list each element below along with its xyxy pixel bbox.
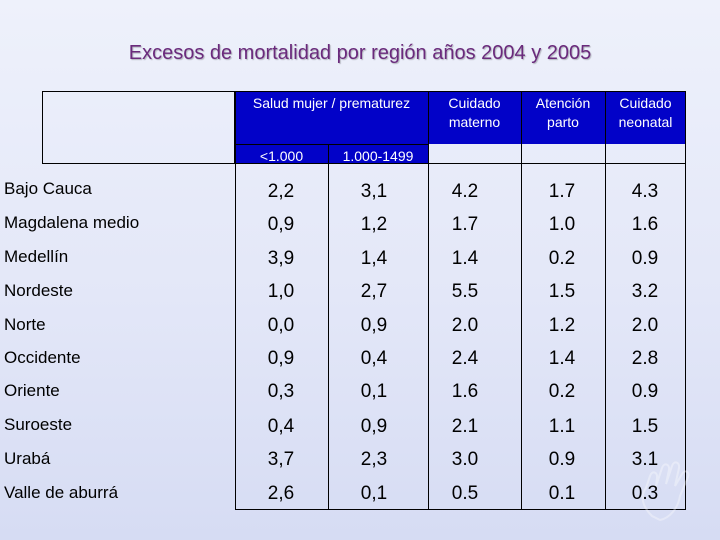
value-cell: 1,2 [360,214,388,235]
value-cell: 3,1 [360,181,388,202]
value-cell: 2.0 [451,315,479,336]
value-cell: 2.0 [631,315,659,336]
value-cell: 0,4 [267,416,295,437]
header-salud: Salud mujer / prematurez [252,95,411,111]
value-cell: 2,7 [360,281,388,302]
value-cell: 2.8 [631,348,659,369]
value-cell: 0,0 [267,315,295,336]
region-label: Bajo Cauca [4,179,92,198]
value-cell: 0.9 [631,248,659,269]
header-band [235,91,686,144]
value-cell: 5.5 [451,281,479,302]
value-cell: 0,3 [267,381,295,402]
value-cell: 3.0 [451,449,479,470]
value-cell: 0.9 [631,381,659,402]
value-cell: 0.5 [451,483,479,504]
value-cell: 0.3 [631,483,659,504]
hand-watermark-icon [641,461,690,522]
header-atencion-parto: Atención parto [535,95,591,130]
value-cell: 0,1 [360,483,388,504]
value-cell: 1.6 [631,214,659,235]
region-label: Nordeste [4,281,73,300]
value-cell: 0.9 [548,449,576,470]
value-cell: 2,6 [267,483,295,504]
header-blank-cell [42,91,235,164]
value-cell: 3,7 [267,449,295,470]
value-cell: 0.2 [548,248,576,269]
value-cell: 4.3 [631,181,659,202]
region-label: Suroeste [4,415,73,434]
value-cell: 0,9 [360,315,388,336]
value-cell: 0,9 [267,214,295,235]
value-cell: 0.2 [548,381,576,402]
subheader-lt1000: <1.000 [259,148,304,164]
header-cuidado-neonatal: Cuidado neonatal [618,95,673,130]
value-cell: 3.1 [631,449,659,470]
value-cell: 2,3 [360,449,388,470]
region-label: Norte [4,315,46,334]
header-cuidado-materno: Cuidado materno [448,95,501,130]
value-cell: 3.2 [631,281,659,302]
page-title: Excesos de mortalidad por región años 20… [128,42,592,64]
value-cell: 1.1 [548,416,576,437]
region-label: Urabá [4,449,51,468]
subheader-1000-1499: 1.000-1499 [342,148,414,164]
value-cell: 0,4 [360,348,388,369]
region-label: Valle de aburrá [4,483,119,502]
value-cell: 1.2 [548,315,576,336]
value-cell: 1,0 [267,281,295,302]
region-label: Occidente [4,348,81,367]
value-cell: 4.2 [451,181,479,202]
value-cell: 1.4 [451,248,479,269]
value-cell: 0,1 [360,381,388,402]
mortality-table: Salud mujer / prematurez Cuidado materno… [4,91,686,510]
value-cell: 0,9 [267,348,295,369]
value-cell: 1.6 [451,381,479,402]
value-cell: 1.4 [548,348,576,369]
subheader-band [235,144,428,164]
value-cell: 3,9 [267,248,295,269]
value-cell: 0.1 [548,483,576,504]
value-cell: 1.5 [548,281,576,302]
value-cell: 1.7 [451,214,479,235]
value-cell: 1,4 [360,248,388,269]
value-cell: 2.4 [451,348,479,369]
value-cell: 0,9 [360,416,388,437]
region-label: Medellín [4,247,69,266]
value-cell: 2,2 [267,181,295,202]
value-cell: 1.5 [631,416,659,437]
region-label: Oriente [4,381,60,400]
value-cell: 2.1 [451,416,479,437]
region-label: Magdalena medio [4,213,140,232]
value-cell: 1.0 [548,214,576,235]
value-cell: 1.7 [548,181,576,202]
